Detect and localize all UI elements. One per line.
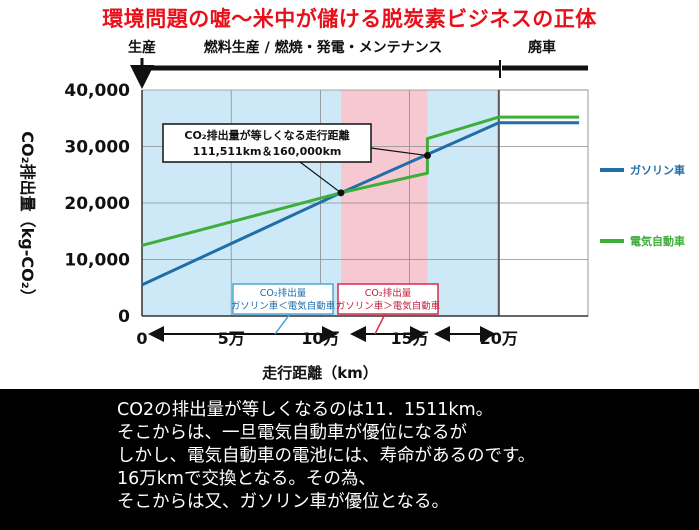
x-tick-label-3: 15万: [390, 329, 428, 348]
callout-line2: 111,511km＆160,000km: [193, 145, 342, 158]
y-axis-title: CO₂排出量（kg-CO₂）: [18, 131, 37, 304]
legend: ガソリン車 電気自動車: [600, 163, 685, 248]
x-tick-label-1: 5万: [218, 329, 245, 348]
caption-line: そこからは又、ガソリン車が優位となる。: [117, 492, 449, 512]
y-tick-label-3: 30,000: [64, 138, 130, 158]
callout: CO₂排出量が等しくなる走行距離 111,511km＆160,000km: [162, 123, 428, 194]
y-tick-label-1: 10,000: [64, 251, 130, 271]
y-tick-label-4: 40,000: [64, 81, 130, 101]
region-label-pink: CO₂排出量 ガソリン車＞電気自動車: [336, 283, 441, 335]
legend-label-ev: 電気自動車: [630, 234, 685, 248]
phase-label-disposal: 廃車: [528, 39, 556, 56]
x-tick-labels: 0 5万 10万 15万 20万: [136, 329, 518, 348]
phase-label-operation: 燃料生産 / 燃焼・発電・メンテナンス: [204, 39, 443, 56]
phase-header: 生産 燃料生産 / 燃焼・発電・メンテナンス 廃車: [128, 39, 588, 89]
x-tick-label-0: 0: [136, 329, 147, 348]
region-label-blue: CO₂排出量 ガソリン車＜電気自動車: [231, 283, 336, 335]
legend-label-gasoline: ガソリン車: [630, 163, 685, 177]
subtitle-caption: CO2の排出量が等しくなるのは11．1511km。 そこからは、一旦電気自動車が…: [0, 389, 699, 530]
axes: [141, 90, 588, 317]
page-title: 環境問題の嘘〜米中が儲ける脱炭素ビジネスの正体: [102, 7, 597, 31]
region-label-blue-line2: ガソリン車＜電気自動車: [231, 300, 336, 312]
x-tick-label-4: 20万: [480, 329, 518, 348]
region-label-blue-line1: CO₂排出量: [260, 287, 307, 299]
intersection-point-1: [423, 152, 431, 160]
co2-chart: 生産 燃料生産 / 燃焼・発電・メンテナンス 廃車 0 10,000 20,000 3…: [18, 39, 685, 382]
series-line-gasoline: [141, 121, 580, 287]
caption-line: 16万kmで交換となる。その為、: [117, 469, 376, 489]
y-tick-label-0: 0: [118, 307, 130, 327]
caption-line: しかし、電気自動車の電池には、寿命があるのです。: [117, 446, 536, 466]
callout-leader-1: [299, 161, 342, 194]
caption-line: そこからは、一旦電気自動車が優位になるが: [117, 423, 467, 443]
y-tick-labels: 0 10,000 20,000 30,000 40,000: [64, 81, 130, 327]
x-axis-title: 走行距離（km）: [262, 364, 378, 382]
callout-leader-2: [370, 147, 428, 157]
region-label-pink-line2: ガソリン車＞電気自動車: [336, 300, 441, 312]
x-tick-label-2: 10万: [301, 329, 339, 348]
intersection-points: [337, 152, 431, 197]
y-tick-label-2: 20,000: [64, 194, 130, 214]
phase-label-production: 生産: [128, 39, 156, 56]
callout-line1: CO₂排出量が等しくなる走行距離: [184, 128, 349, 142]
region-label-pink-line1: CO₂排出量: [365, 287, 412, 299]
caption-line: CO2の排出量が等しくなるのは11．1511km。: [117, 400, 494, 420]
intersection-point-0: [337, 189, 345, 197]
